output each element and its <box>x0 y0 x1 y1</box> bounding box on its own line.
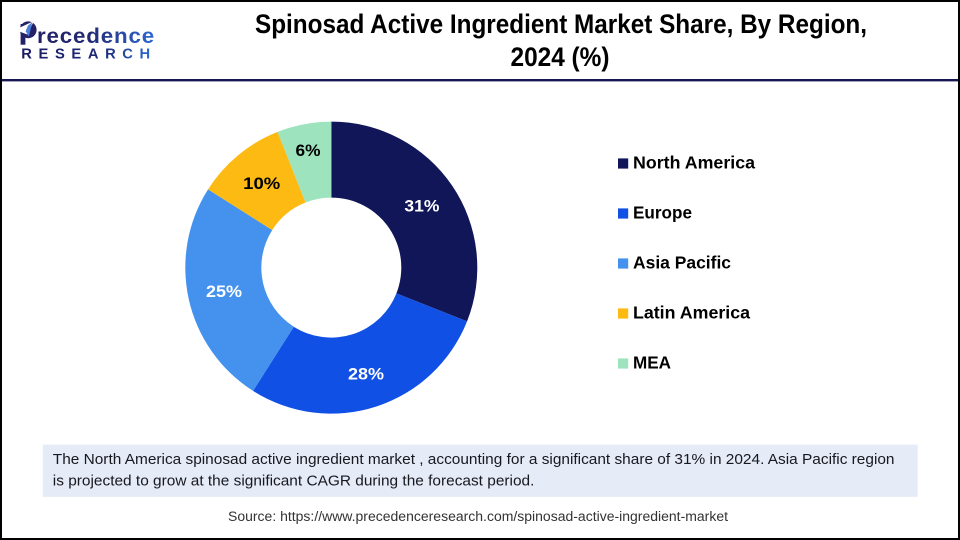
svg-text:Spinosad Active Ingredient Mar: Spinosad Active Ingredient Market Share,… <box>255 9 867 39</box>
svg-text:Asia Pacific: Asia Pacific <box>633 253 731 273</box>
svg-text:2024 (%): 2024 (%) <box>511 42 610 72</box>
svg-text:RESEARCH: RESEARCH <box>21 46 157 62</box>
svg-text:28%: 28% <box>348 365 384 384</box>
svg-text:Europe: Europe <box>633 203 692 223</box>
svg-text:Latin America: Latin America <box>633 303 750 323</box>
svg-text:6%: 6% <box>296 141 321 160</box>
svg-text:10%: 10% <box>243 174 280 193</box>
svg-text:31%: 31% <box>404 197 439 216</box>
svg-text:North America: North America <box>633 153 755 173</box>
svg-text:MEA: MEA <box>633 353 671 373</box>
svg-text:recedence: recedence <box>37 24 155 48</box>
svg-text:Source: https://www.precedence: Source: https://www.precedenceresearch.c… <box>228 509 728 524</box>
svg-text:25%: 25% <box>206 282 242 301</box>
svg-text:is projected to grow at the si: is projected to grow at the significant … <box>53 473 535 490</box>
svg-text:The North America spinosad act: The North America spinosad active ingred… <box>53 451 895 468</box>
